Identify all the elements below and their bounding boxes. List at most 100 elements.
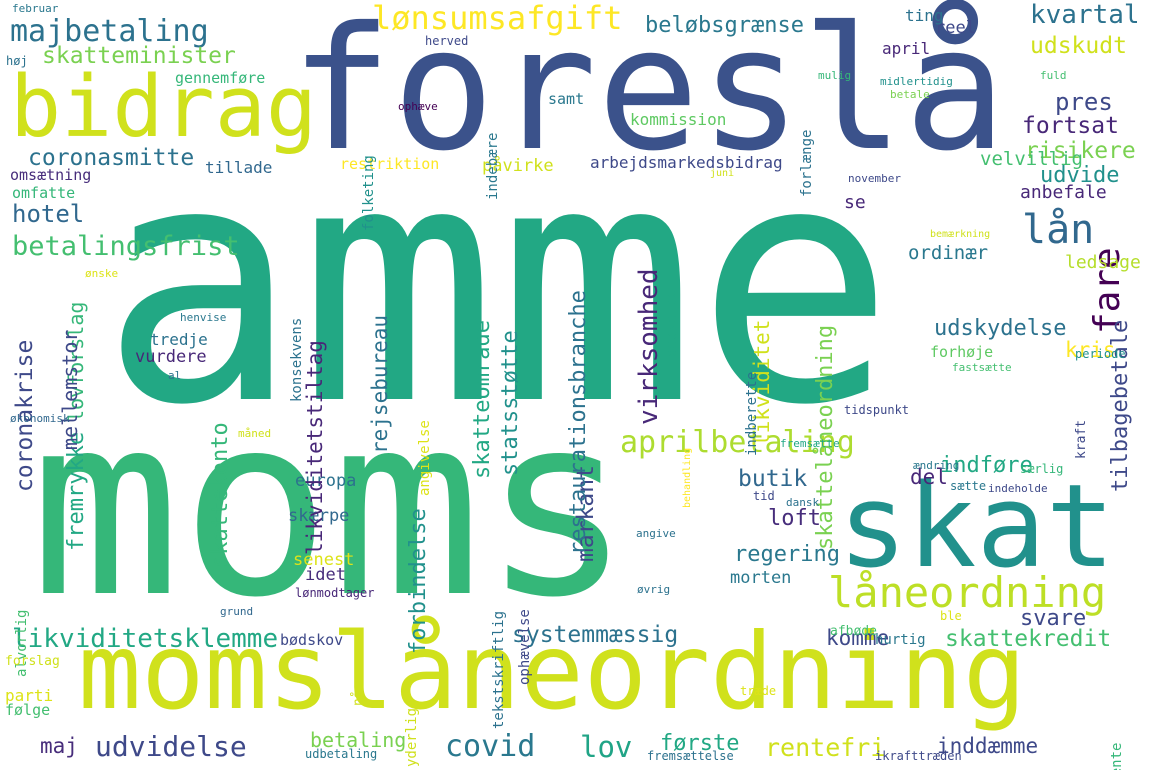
word-regering: regering — [734, 542, 840, 567]
word-loft: loft — [768, 506, 821, 531]
word-lov: lov — [580, 730, 633, 764]
word-nå: nå — [351, 690, 366, 706]
word-bidrag: bidrag — [10, 58, 318, 157]
word-aprilbetaling: aprilbetaling — [620, 425, 855, 460]
word-kommission: kommission — [630, 110, 727, 129]
word-henvise: henvise — [180, 311, 227, 324]
word-pres: pres — [1055, 88, 1113, 116]
word-behandling: behandling — [682, 447, 693, 508]
word-majbetaling: majbetaling — [10, 14, 209, 49]
word-særlig: særlig — [1020, 462, 1064, 476]
word-tid: tid — [753, 489, 775, 503]
word-statsstøtte: statsstøtte — [498, 330, 523, 476]
word-arbejdsmarkedsbidrag: arbejdsmarkedsbidrag — [590, 153, 783, 172]
word-betaling: betaling — [310, 728, 407, 752]
word-ønske: ønske — [85, 267, 119, 280]
word-måned: måned — [238, 427, 272, 440]
word-velvillig: velvillig — [980, 148, 1083, 170]
word-tekstskriftlig: tekstskriftlig — [491, 610, 507, 729]
word-fuld: fuld — [1040, 69, 1067, 82]
word-amme: amme — [100, 93, 895, 477]
word-kvartal: kvartal — [1030, 0, 1140, 30]
word-lønmodtager: lønmodtager — [295, 586, 375, 600]
word-november: november — [848, 172, 901, 185]
word-foreslå: foreslå — [290, 0, 1007, 189]
word-al: al — [168, 369, 182, 382]
word-skatteområde: skatteområde — [470, 320, 495, 479]
word-likviditetstiltag: likviditetstiltag — [303, 340, 327, 555]
word-folketing: folketing — [361, 155, 377, 231]
word-fremsættelse: fremsættelse — [647, 749, 734, 763]
word-forhøje: forhøje — [930, 343, 994, 361]
word-ophæve: ophæve — [398, 100, 438, 113]
word-tilbagebetale: tilbagebetale — [1108, 319, 1133, 492]
word-herved: herved — [425, 34, 469, 48]
word-forslag: forslag — [5, 654, 60, 669]
word-svare: svare — [1020, 606, 1087, 631]
word-angive: angive — [636, 527, 676, 540]
word-skattekonto: skattekonto — [208, 422, 233, 568]
word-ble: ble — [940, 609, 962, 623]
word-udvidelse: udvidelse — [95, 730, 247, 763]
word-coronasmitte: coronasmitte — [28, 145, 195, 171]
word-reel: reel — [935, 18, 976, 38]
word-vurdere: vurdere — [135, 347, 207, 367]
word-fortsat: fortsat — [1022, 113, 1119, 139]
word-hurtig: hurtig — [875, 632, 926, 648]
word-april: april — [882, 39, 931, 58]
word-økonomisk: økonomisk — [10, 412, 70, 425]
word-ændring: ændring — [913, 459, 960, 472]
word-udskudt: udskudt — [1030, 33, 1127, 59]
word-låneordning: låneordning — [828, 568, 1107, 617]
word-kris: kris — [1065, 338, 1116, 362]
word-skattekredit: skattekredit — [945, 626, 1112, 652]
word-se: se — [844, 192, 866, 213]
word-bemærkning: bemærkning — [930, 229, 991, 240]
word-lønsumsafgift: lønsumsafgift — [372, 0, 623, 37]
word-indebære: indebære — [485, 132, 501, 200]
word-rentefri: rentefri — [765, 733, 886, 762]
word-senest: senest — [293, 550, 355, 570]
word-skatteminister: skatteminister — [42, 43, 236, 69]
word-maj: maj — [40, 734, 78, 758]
word-lån: lån — [1022, 207, 1095, 253]
word-tidspunkt: tidspunkt — [844, 403, 910, 417]
word-skærpe: skærpe — [288, 506, 350, 526]
word-ordinær: ordinær — [908, 242, 989, 264]
word-betalingsfrist: betalingsfrist — [12, 231, 240, 262]
word-restaurationsbranche: restaurationsbranche — [566, 290, 591, 555]
word-fremsætte: fremsætte — [780, 437, 840, 450]
word-udbetaling: udbetaling — [305, 747, 378, 761]
word-virksomhed: virksomhed — [634, 268, 664, 425]
word-risikere: risikere — [1025, 138, 1136, 164]
word-moms: moms — [30, 361, 633, 652]
word-europa: europa — [295, 471, 357, 491]
word-inddæmme: inddæmme — [937, 734, 1039, 758]
word-komme: komme — [826, 626, 890, 650]
word-afbøde: afbøde — [830, 624, 877, 639]
word-yderlig: yderlig — [404, 707, 420, 767]
word-træde: træde — [740, 684, 777, 698]
word-covid: covid — [445, 729, 536, 764]
word-likviditetsklemme: likviditetsklemme — [12, 624, 279, 654]
word-skat: skat — [838, 460, 1115, 594]
word-første: første — [660, 731, 740, 756]
word-kraft: kraft — [1074, 419, 1089, 459]
word-påvirke: påvirke — [482, 156, 554, 176]
word-mellemstor: mellemstor — [58, 329, 82, 450]
word-angivelse: angivelse — [417, 420, 433, 496]
word-ophævelse: ophævelse — [517, 609, 533, 685]
word-udvide: udvide — [1040, 163, 1120, 188]
word-forbindelse: forbindelse — [406, 508, 431, 654]
word-februar: februar — [12, 2, 59, 15]
word-anbefale: anbefale — [1020, 182, 1107, 203]
word-ikrafttræden: ikrafttræden — [875, 749, 962, 763]
word-del: del — [910, 465, 948, 489]
word-momslåneordning: momslåneordning — [78, 611, 1027, 733]
word-bødskov: bødskov — [280, 631, 344, 649]
word-grund: grund — [220, 605, 254, 618]
word-beløbsgrænse: beløbsgrænse — [645, 13, 804, 38]
word-høj: høj — [6, 54, 28, 68]
word-systemmæssig: systemmæssig — [512, 622, 679, 648]
word-gennemføre: gennemføre — [175, 69, 266, 87]
